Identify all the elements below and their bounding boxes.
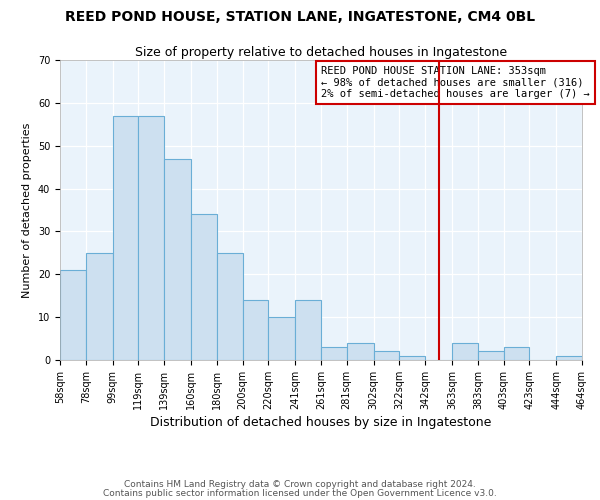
Bar (503, 347, 529, 360)
Bar (268, 317, 295, 360)
Bar (191, 214, 217, 360)
Bar (374, 352, 400, 360)
Bar (478, 352, 503, 360)
Bar (242, 300, 268, 360)
Text: Contains HM Land Registry data © Crown copyright and database right 2024.: Contains HM Land Registry data © Crown c… (124, 480, 476, 489)
Bar (556, 356, 582, 360)
Bar (164, 158, 191, 360)
X-axis label: Distribution of detached houses by size in Ingatestone: Distribution of detached houses by size … (151, 416, 491, 429)
Bar (60, 270, 86, 360)
Bar (86, 253, 113, 360)
Text: Contains public sector information licensed under the Open Government Licence v3: Contains public sector information licen… (103, 488, 497, 498)
Bar (400, 356, 425, 360)
Text: REED POND HOUSE, STATION LANE, INGATESTONE, CM4 0BL: REED POND HOUSE, STATION LANE, INGATESTO… (65, 10, 535, 24)
Bar (452, 343, 478, 360)
Bar (295, 300, 321, 360)
Bar (113, 116, 139, 360)
Bar (347, 343, 374, 360)
Y-axis label: Number of detached properties: Number of detached properties (22, 122, 32, 298)
Bar (139, 116, 164, 360)
Bar (321, 347, 347, 360)
Text: REED POND HOUSE STATION LANE: 353sqm
← 98% of detached houses are smaller (316)
: REED POND HOUSE STATION LANE: 353sqm ← 9… (321, 66, 590, 99)
Bar (217, 253, 242, 360)
Title: Size of property relative to detached houses in Ingatestone: Size of property relative to detached ho… (135, 46, 507, 59)
